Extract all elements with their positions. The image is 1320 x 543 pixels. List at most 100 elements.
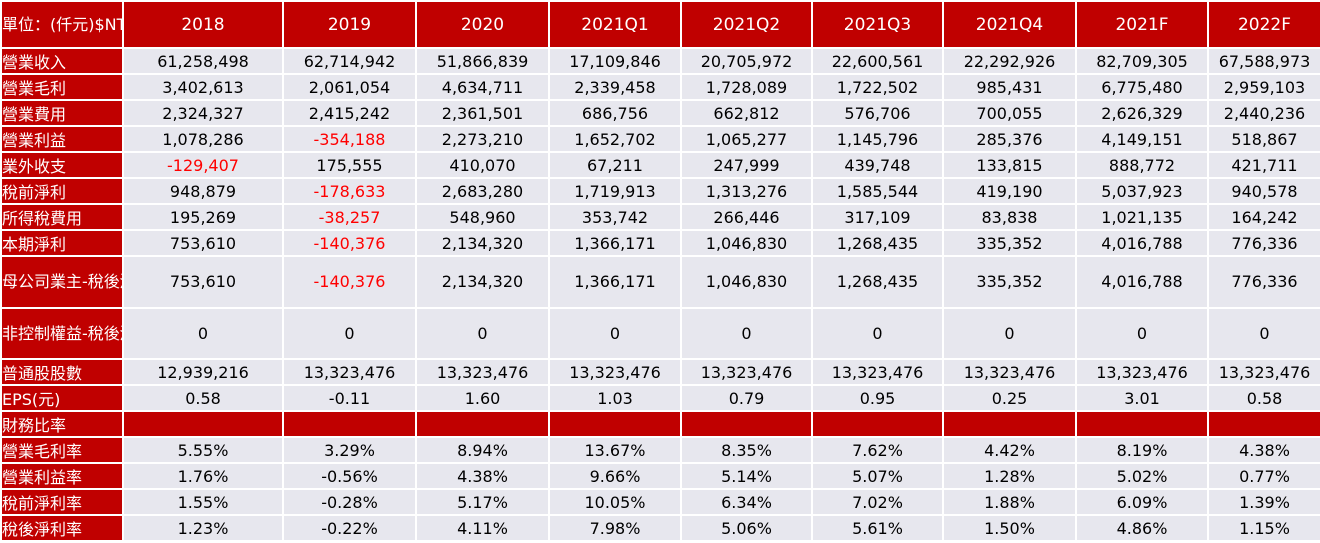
table-cell: 10.05% [548, 488, 682, 517]
table-cell: 518,867 [1207, 125, 1320, 153]
unit-label: 單位：(仟元)$NT [0, 0, 124, 49]
table-cell: 548,960 [415, 203, 550, 231]
table-cell: 0 [415, 306, 550, 361]
row-label: 母公司業主-稅後淨利 [0, 255, 124, 309]
table-cell: 2,440,236 [1207, 99, 1320, 127]
table-cell: 13,323,476 [942, 358, 1077, 387]
table-cell: 6.34% [680, 488, 813, 517]
table-cell: 3,402,613 [122, 73, 284, 101]
table-cell: 22,600,561 [811, 47, 944, 75]
table-cell: -0.28% [282, 488, 417, 517]
row-label: 營業利益率 [0, 462, 124, 491]
table-cell: 5.06% [680, 514, 813, 543]
table-cell: 5.14% [680, 462, 813, 491]
column-header: 2021Q4 [942, 0, 1077, 49]
table-cell: 61,258,498 [122, 47, 284, 75]
table-cell: 353,742 [548, 203, 682, 231]
table-row: 稅後淨利率 1.23% -0.22% 4.11% 7.98% 5.06% 5.61% 1.50… [0, 514, 1320, 543]
table-row: 業外收支 -129,407 175,555 410,070 67,211 247,999 4… [0, 151, 1320, 179]
table-cell: 1,046,830 [680, 255, 813, 309]
table-cell: 1,268,435 [811, 255, 944, 309]
table-cell: 0 [680, 306, 813, 361]
table-cell: 0 [811, 306, 944, 361]
table-cell: 0.25 [942, 384, 1077, 413]
table-cell: 4.86% [1075, 514, 1209, 543]
table-cell: 4.42% [942, 436, 1077, 465]
table-cell: 0 [282, 306, 417, 361]
table-cell: 8.35% [680, 436, 813, 465]
row-label: 非控制權益-稅後淨利 [0, 306, 124, 361]
table-cell: 940,578 [1207, 177, 1320, 205]
table-row: 稅前淨利率 1.55% -0.28% 5.17% 10.05% 6.34% 7.02% 1.8… [0, 488, 1320, 517]
table-row: 非控制權益-稅後淨利000000000 [0, 306, 1320, 361]
row-label: 本期淨利 [0, 229, 124, 257]
table-cell: 0.58 [122, 384, 284, 413]
table-row: 稅前淨利 948,879 -178,633 2,683,280 1,719,913 1,3… [0, 177, 1320, 205]
row-label: 稅前淨利 [0, 177, 124, 205]
table-cell: 133,815 [942, 151, 1077, 179]
table-cell: -0.56% [282, 462, 417, 491]
column-header: 2021Q1 [548, 0, 682, 49]
table-cell: 776,336 [1207, 229, 1320, 257]
ratio-header-band [1075, 410, 1209, 439]
table-cell: 576,706 [811, 99, 944, 127]
table-cell: 62,714,942 [282, 47, 417, 75]
table-cell: 4,016,788 [1075, 255, 1209, 309]
table-cell: 2,061,054 [282, 73, 417, 101]
table-cell: 3.01 [1075, 384, 1209, 413]
ratio-header-band [415, 410, 550, 439]
table-cell: 4.38% [415, 462, 550, 491]
table-cell: 1.23% [122, 514, 284, 543]
ratio-header-band [282, 410, 417, 439]
table-cell: 0 [548, 306, 682, 361]
table-row: 營業利益 1,078,286 -354,188 2,273,210 1,652,702 1… [0, 125, 1320, 153]
table-cell: -0.22% [282, 514, 417, 543]
table-cell: 285,376 [942, 125, 1077, 153]
table-cell: 662,812 [680, 99, 813, 127]
row-label: EPS(元) [0, 384, 124, 413]
table-cell: 5.61% [811, 514, 944, 543]
table-cell: 13,323,476 [415, 358, 550, 387]
table-cell: 2,324,327 [122, 99, 284, 127]
table-cell: 2,339,458 [548, 73, 682, 101]
table-cell: -38,257 [282, 203, 417, 231]
table-cell: 753,610 [122, 255, 284, 309]
table-cell: 8.19% [1075, 436, 1209, 465]
table-cell: 0.95 [811, 384, 944, 413]
table-cell: 1,046,830 [680, 229, 813, 257]
table-cell: 1,722,502 [811, 73, 944, 101]
table-row: 營業利益率 1.76% -0.56% 4.38% 9.66% 5.14% 5.07% 1.28… [0, 462, 1320, 491]
table-cell: 1,078,286 [122, 125, 284, 153]
table-cell: 2,134,320 [415, 255, 550, 309]
table-cell: 335,352 [942, 255, 1077, 309]
table-cell: 195,269 [122, 203, 284, 231]
table-cell: 8.94% [415, 436, 550, 465]
table-cell: 1,366,171 [548, 255, 682, 309]
row-label: 營業收入 [0, 47, 124, 75]
table-cell: -129,407 [122, 151, 284, 179]
table-cell: 6.09% [1075, 488, 1209, 517]
table-row: EPS(元) 0.58 -0.11 1.60 1.03 0.79 0.95 0.25 3.01 0… [0, 384, 1320, 413]
table-cell: 985,431 [942, 73, 1077, 101]
ratio-header-label: 財務比率 [0, 410, 124, 439]
table-cell: -140,376 [282, 255, 417, 309]
table-cell: 2,273,210 [415, 125, 550, 153]
table-row: 營業毛利 3,402,613 2,061,054 4,634,711 2,339,458… [0, 73, 1320, 101]
ratio-header-band [548, 410, 682, 439]
table-cell: 2,361,501 [415, 99, 550, 127]
table-cell: 948,879 [122, 177, 284, 205]
table-cell: 13,323,476 [680, 358, 813, 387]
row-label: 營業利益 [0, 125, 124, 153]
row-label: 稅前淨利率 [0, 488, 124, 517]
table-row: 營業費用 2,324,327 2,415,242 2,361,501 686,756 66… [0, 99, 1320, 127]
table-cell: 686,756 [548, 99, 682, 127]
column-header: 2021Q3 [811, 0, 944, 49]
table-cell: 410,070 [415, 151, 550, 179]
table-cell: 0 [122, 306, 284, 361]
table-cell: 1.60 [415, 384, 550, 413]
ratio-header-band [680, 410, 813, 439]
table-cell: 13,323,476 [811, 358, 944, 387]
row-label: 稅後淨利率 [0, 514, 124, 543]
table-cell: 7.02% [811, 488, 944, 517]
